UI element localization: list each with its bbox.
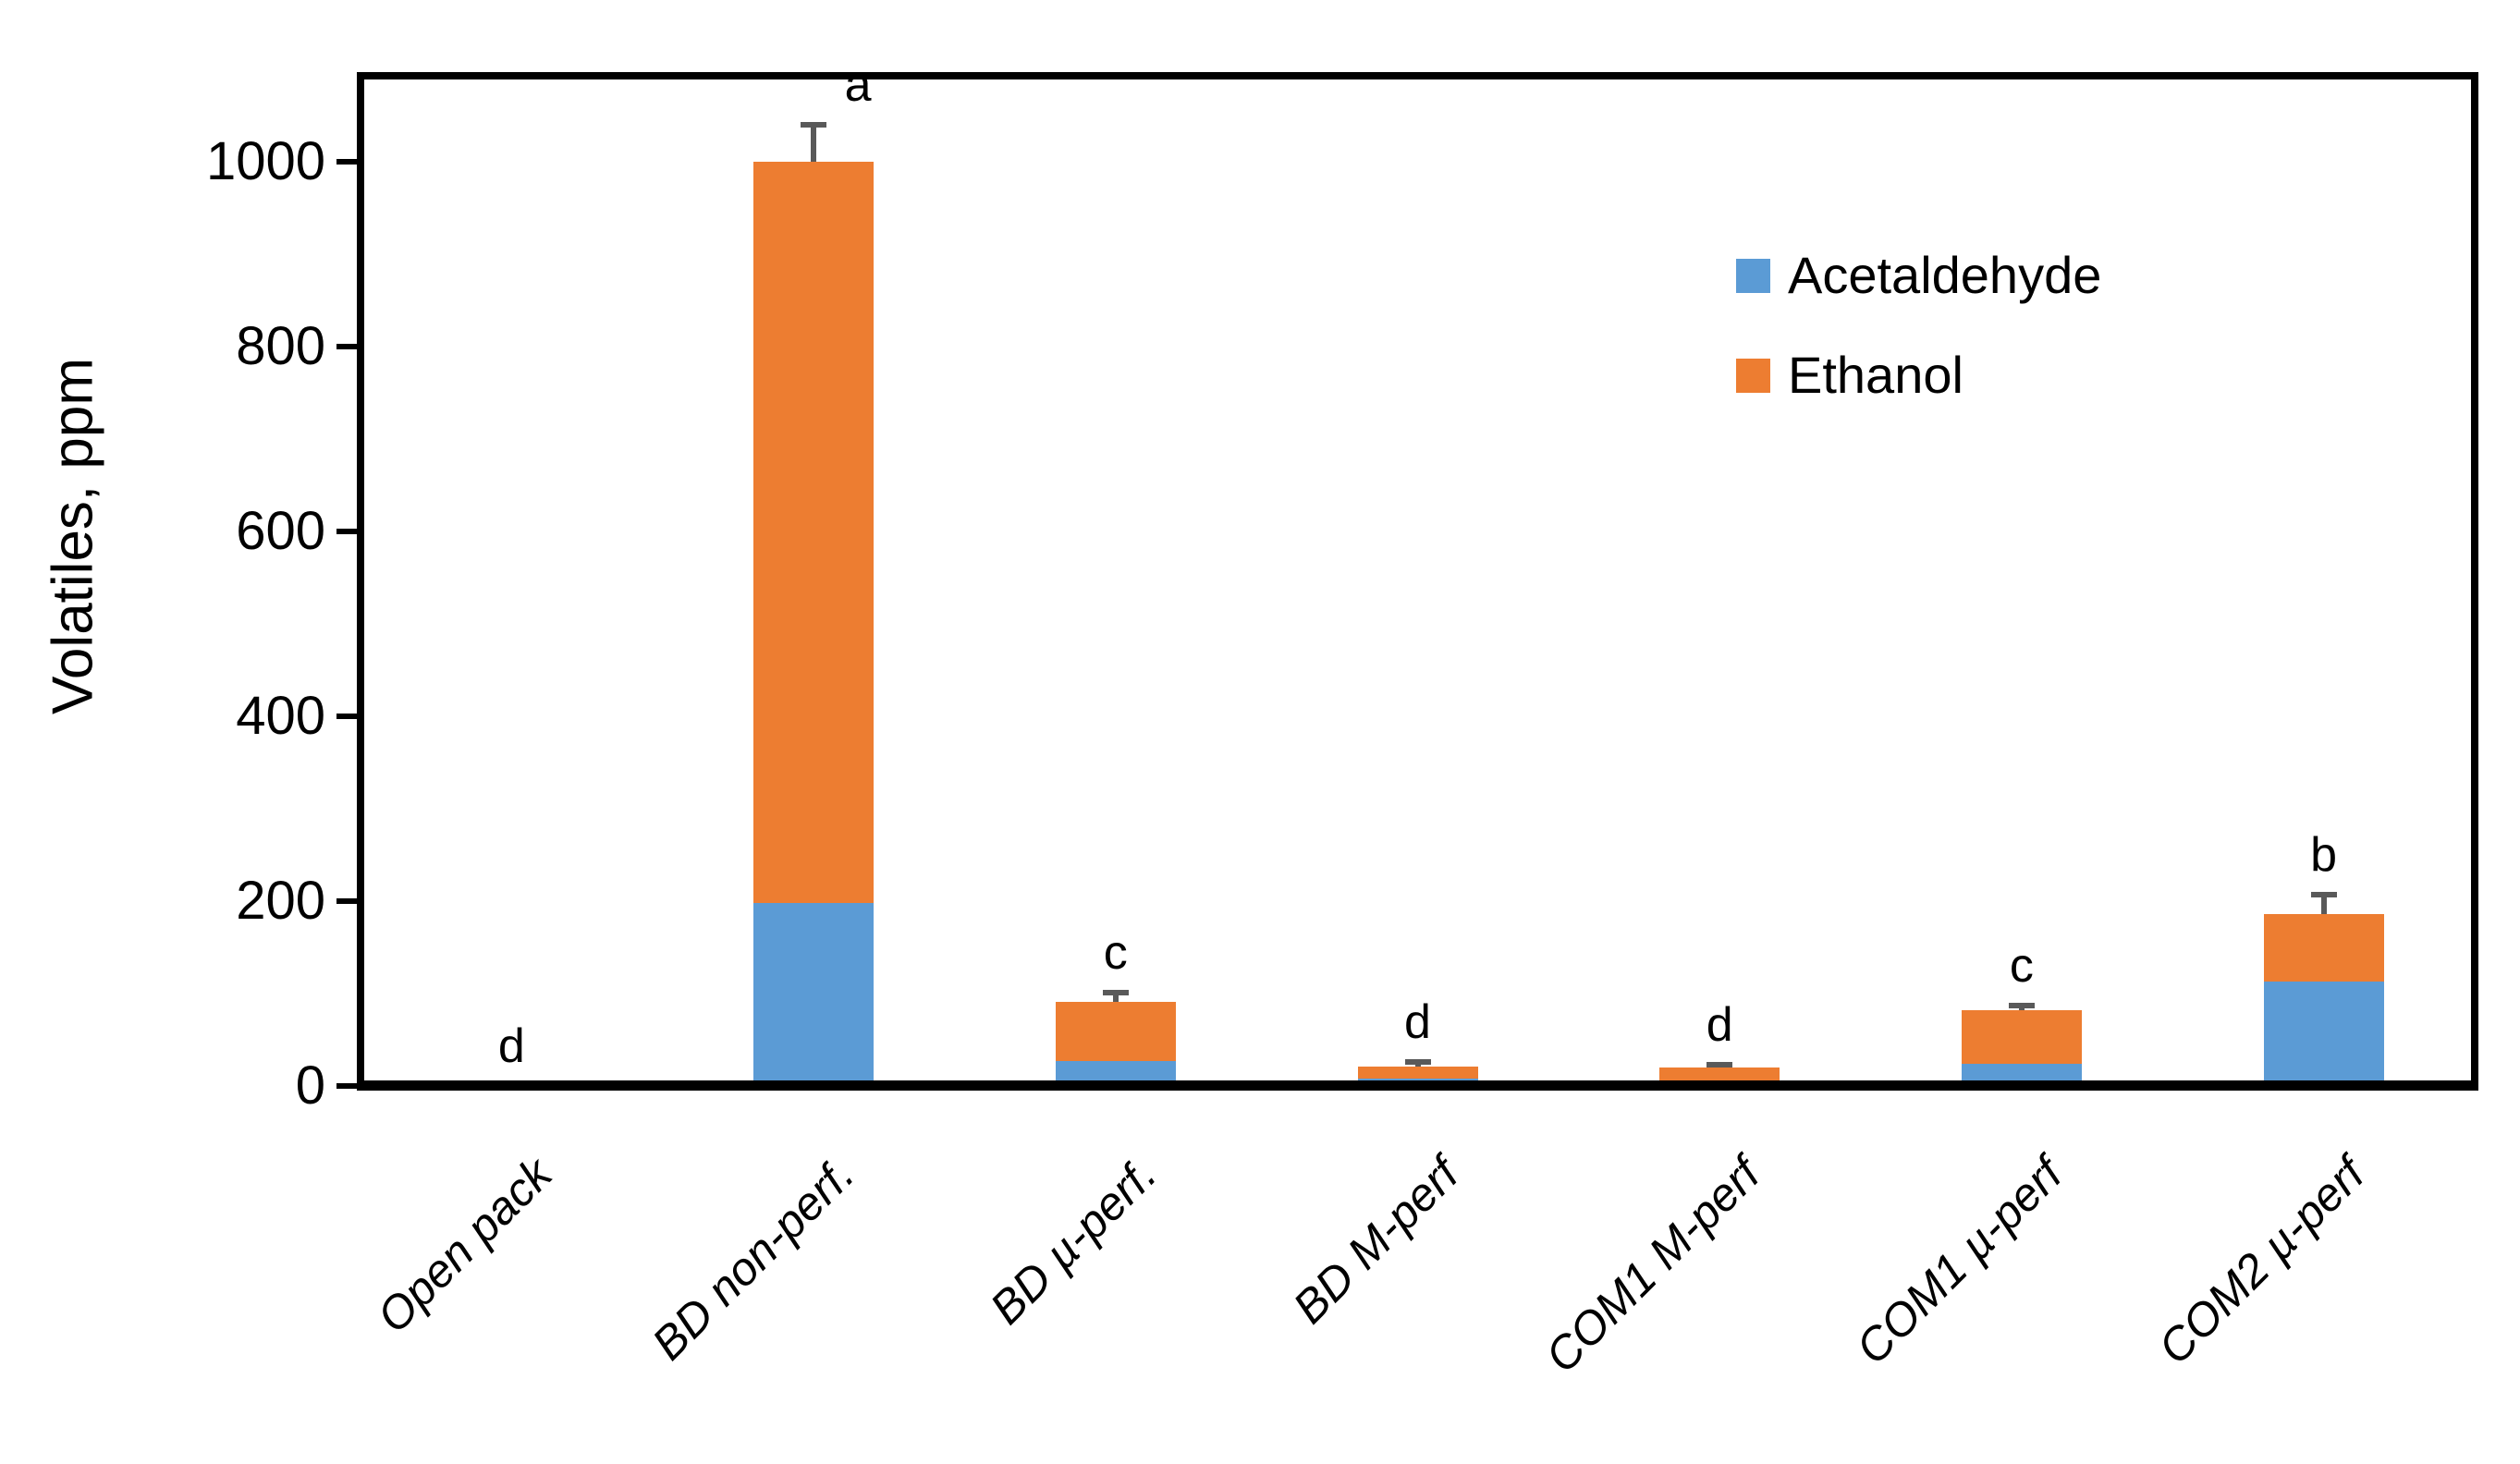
legend-swatch-ethanol — [1736, 359, 1770, 393]
bar-segment-ethanol — [1659, 1068, 1780, 1080]
y-axis-tick-label: 200 — [236, 871, 325, 931]
significance-letter: b — [2310, 828, 2338, 882]
bar-segment-acetaldehyde — [2263, 982, 2384, 1086]
bar-segment-ethanol — [1961, 1010, 2082, 1064]
x-axis-category-label: Open pack — [367, 1148, 562, 1343]
bar-segment-acetaldehyde — [1961, 1064, 2082, 1086]
y-axis-tick-label: 600 — [236, 501, 325, 561]
y-axis-tick-label: 800 — [236, 316, 325, 376]
bar-segment-ethanol — [1357, 1067, 1478, 1079]
legend-label: Ethanol — [1788, 346, 1963, 404]
significance-letter: d — [497, 1019, 525, 1073]
bar-segment-ethanol — [753, 162, 875, 903]
x-axis-category-label: COM1 µ-perf — [1845, 1148, 2073, 1374]
y-axis-tick — [336, 344, 361, 349]
y-axis-tick — [336, 529, 361, 534]
x-axis-category-label: BD non-perf. — [642, 1148, 864, 1371]
y-axis-tick-label: 1000 — [205, 131, 325, 191]
error-bar-cap — [1102, 990, 1129, 995]
significance-letter: c — [2009, 939, 2034, 993]
error-bar — [2320, 895, 2327, 914]
y-axis-tick — [336, 1083, 361, 1089]
x-axis-category-label: BD M-perf — [1282, 1148, 1469, 1334]
significance-letter: d — [1404, 995, 1431, 1049]
error-bar — [1112, 993, 1119, 1002]
y-axis-tick — [336, 898, 361, 904]
bar-segment-ethanol — [2263, 914, 2384, 982]
bar-segment-ethanol — [1055, 1002, 1176, 1061]
x-axis-category-label: COM2 µ-perf — [2147, 1148, 2375, 1374]
x-axis-category-label: COM1 M-perf — [1535, 1148, 1770, 1383]
x-axis-category-label: BD µ-perf. — [979, 1148, 1167, 1335]
error-bar — [811, 125, 817, 162]
error-bar-cap — [1707, 1062, 1733, 1068]
y-axis-tick-label: 0 — [295, 1055, 325, 1116]
bar-segment-acetaldehyde — [1659, 1080, 1780, 1086]
y-axis-tick — [336, 159, 361, 165]
legend-label: Acetaldehyde — [1788, 246, 2102, 304]
bar-segment-acetaldehyde — [753, 903, 875, 1086]
error-bar-cap — [2310, 892, 2337, 897]
error-bar-cap — [1404, 1059, 1431, 1065]
significance-letter: a — [844, 58, 872, 112]
bar-segment-acetaldehyde — [1055, 1061, 1176, 1086]
y-axis-tick-label: 400 — [236, 686, 325, 746]
significance-letter: d — [1706, 998, 1733, 1052]
error-bar-cap — [2008, 1003, 2035, 1008]
legend-swatch-acetaldehyde — [1736, 259, 1770, 293]
plot-area — [357, 72, 2478, 1091]
y-axis-tick — [336, 714, 361, 719]
error-bar-cap — [801, 122, 827, 128]
bar-segment-acetaldehyde — [1357, 1079, 1478, 1086]
y-axis-title: Volatiles, ppm — [41, 358, 105, 714]
significance-letter: c — [1103, 926, 1128, 980]
